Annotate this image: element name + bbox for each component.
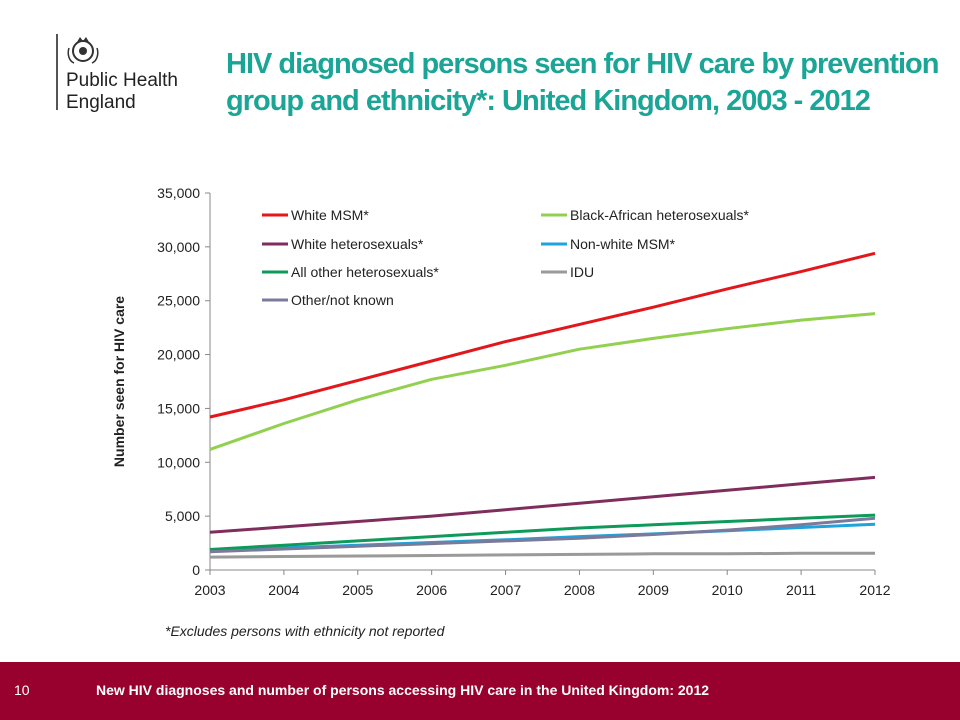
y-tick-label: 15,000 <box>157 400 200 416</box>
x-tick-label: 2012 <box>859 582 890 598</box>
royal-crest-icon <box>67 37 99 64</box>
x-tick-label: 2007 <box>490 582 521 598</box>
y-axis-label: Number seen for HIV care <box>111 296 127 467</box>
x-tick-label: 2009 <box>638 582 669 598</box>
footer-bar: 10 New HIV diagnoses and number of perso… <box>0 662 960 720</box>
page-number: 10 <box>14 682 30 698</box>
x-tick-label: 2008 <box>564 582 595 598</box>
logo-divider <box>56 34 58 110</box>
legend-label: Other/not known <box>291 292 394 308</box>
x-tick-label: 2006 <box>416 582 447 598</box>
y-tick-label: 35,000 <box>157 185 200 201</box>
series-line <box>209 312 876 451</box>
y-tick-label: 10,000 <box>157 454 200 470</box>
footer-text: New HIV diagnoses and number of persons … <box>96 682 710 698</box>
legend-label: Black-African heterosexuals* <box>570 207 750 223</box>
series-line <box>209 251 876 419</box>
phe-logo: Public Health England <box>56 34 206 124</box>
x-tick-label: 2004 <box>268 582 299 598</box>
x-tick-label: 2005 <box>342 582 373 598</box>
y-tick-label: 0 <box>192 562 200 578</box>
legend-label: All other heterosexuals* <box>291 264 439 280</box>
legend-label: Non-white MSM* <box>570 236 676 252</box>
logo-line-1: Public Health <box>66 70 178 91</box>
logo-line-2: England <box>66 92 136 113</box>
x-tick-label: 2010 <box>712 582 743 598</box>
series-line <box>209 516 876 554</box>
legend-label: IDU <box>570 264 594 280</box>
series-line <box>209 475 876 534</box>
y-tick-label: 30,000 <box>157 239 200 255</box>
x-tick-label: 2003 <box>194 582 225 598</box>
line-chart: 0 5,000 10,000 15,000 20,000 25,000 30,000 35,0… <box>111 185 891 598</box>
legend-label: White heterosexuals* <box>291 236 424 252</box>
y-tick-label: 5,000 <box>165 508 200 524</box>
footnote: *Excludes persons with ethnicity not rep… <box>165 623 445 639</box>
x-tick-label: 2011 <box>786 582 816 598</box>
y-tick-label: 20,000 <box>157 347 200 363</box>
logo-text: Public Health England <box>66 70 178 114</box>
series-line <box>209 513 876 551</box>
legend-label: White MSM* <box>291 207 369 223</box>
series-line <box>209 551 875 559</box>
slide-title: HIV diagnosed persons seen for HIV care … <box>226 48 939 117</box>
y-tick-label: 25,000 <box>157 293 200 309</box>
